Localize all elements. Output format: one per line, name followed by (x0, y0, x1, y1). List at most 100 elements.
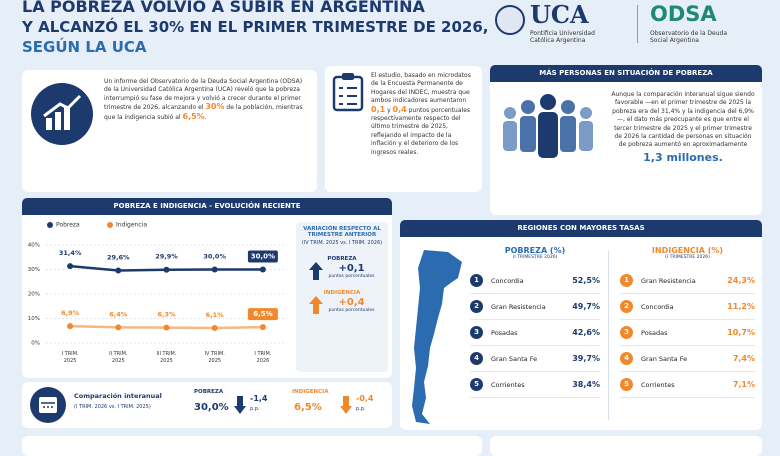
region-row: 3 Posadas 42,6% (470, 320, 600, 346)
point (211, 266, 218, 273)
region-value: 24,3% (727, 276, 755, 285)
rank: 3 (470, 326, 483, 339)
title-line: SEGÚN LA UCA (22, 38, 147, 56)
highlight: 1,3 millones. (643, 150, 723, 164)
rank: 2 (470, 300, 483, 313)
panel-header: REGIONES CON MAYORES TASAS (400, 220, 762, 237)
data-label: 31,4% (59, 249, 82, 257)
region-row: 3 Posadas 10,7% (620, 320, 755, 346)
people-icon (503, 94, 593, 158)
data-label: 6,3% (157, 311, 176, 319)
region-name: Posadas (641, 328, 668, 337)
rank: 4 (470, 352, 483, 365)
unit: puntos porcentuales (328, 274, 375, 279)
column-subtitle: (I TRIMESTRE 2026) (665, 255, 710, 260)
text: de la población, mientras que la indigen… (104, 104, 303, 121)
variation-row: +0,4 puntos porcentuales (296, 296, 388, 314)
x-tick-label: I TRIM. 2025 (62, 351, 79, 364)
text: Aunque la comparación interanual sigue s… (611, 91, 755, 149)
data-label: 6,9% (61, 309, 80, 317)
intro-icon (31, 83, 93, 145)
indigencia-column: INDIGENCIA (%) (I TRIMESTRE 2026) 1 Gran … (620, 246, 755, 398)
region-value: 7,1% (732, 380, 755, 389)
arrow-up (309, 262, 324, 280)
region-row: 4 Gran Santa Fe 39,7% (470, 346, 600, 372)
rank: 5 (470, 378, 483, 391)
highlight: 6,5% (182, 111, 205, 121)
data-label: 6,1% (206, 311, 225, 319)
x-tick-label: II TRIM. 2025 (109, 351, 128, 364)
text: y (385, 106, 393, 114)
label: INDIGENCIA (323, 290, 361, 296)
point (115, 267, 122, 274)
unit: p.p. (356, 406, 366, 412)
title-line: LA POBREZA VOLVIÓ A SUBIR EN ARGENTINA (22, 0, 425, 16)
data-label: 29,6% (107, 253, 130, 261)
region-value: 38,4% (572, 380, 600, 389)
variation-title: VARIACIÓN RESPECTO AL TRIMESTRE ANTERIOR (303, 226, 381, 238)
point (259, 266, 266, 273)
footer-card (22, 436, 482, 456)
interannual-card: Comparación interanual (I TRIM. 2026 vs.… (22, 382, 392, 428)
change: -1,4 (250, 394, 268, 403)
arrow-down (340, 396, 352, 414)
data-label: 30,0% (203, 253, 226, 261)
region-row: 2 Concordia 11,2% (620, 294, 755, 320)
region-value: 11,2% (727, 302, 755, 311)
text: Observatorio de la Deuda (650, 30, 728, 37)
region-name: Corrientes (491, 380, 525, 389)
change: -0,4 (356, 394, 374, 403)
region-row: 2 Gran Resistencia 49,7% (470, 294, 600, 320)
region-name: Posadas (491, 328, 518, 337)
interannual-subtitle: (I TRIM. 2026 vs. I TRIM. 2025) (74, 404, 151, 410)
x-tick-label: III TRIM. 2025 (157, 351, 177, 364)
y-tick-label: 20% (28, 292, 40, 298)
region-name: Gran Santa Fe (641, 354, 688, 363)
map (412, 250, 462, 424)
intro-card: Un informe del Observatorio de la Deuda … (22, 70, 317, 192)
region-name: Gran Resistencia (641, 276, 696, 285)
variation-subtitle: (IV TRIM. 2025 vs. I TRIM. 2026) (301, 240, 383, 246)
unit: puntos porcentuales (328, 308, 375, 313)
region-name: Concordia (491, 276, 524, 285)
region-value: 52,5% (572, 276, 600, 285)
data-label: 6,5% (253, 310, 272, 318)
y-tick-label: 40% (28, 243, 40, 249)
region-row: 5 Corrientes 7,1% (620, 372, 755, 398)
region-value: 42,6% (572, 328, 600, 337)
uca-sub: Pontificia Universidad Católica Argentina (530, 30, 595, 44)
data-label: 30,0% (251, 253, 275, 261)
point (259, 324, 266, 331)
calendar-icon (30, 387, 66, 423)
divider (637, 5, 638, 43)
x-tick-label: I TRIM. 2026 (254, 351, 271, 364)
header: LA POBREZA VOLVIÓ A SUBIR EN ARGENTINA Y… (22, 0, 489, 57)
data-label: 29,9% (155, 253, 178, 261)
variation-row: +0,1 puntos porcentuales (296, 262, 388, 280)
text: . (204, 113, 207, 121)
legend-swatch (107, 222, 113, 228)
region-value: 39,7% (572, 354, 600, 363)
odsa-logo: ODSA (650, 2, 717, 26)
chart-card: POBREZA E INDIGENCIA - EVOLUCIÓN RECIENT… (22, 198, 392, 378)
rank: 2 (620, 300, 633, 313)
variation-box: VARIACIÓN RESPECTO AL TRIMESTRE ANTERIOR… (296, 222, 388, 372)
people-card: MÁS PERSONAS EN SITUACIÓN DE POBREZA Aun… (490, 65, 762, 215)
legend-swatch (47, 222, 53, 228)
divider (608, 250, 609, 420)
value: +0,4 (338, 297, 365, 308)
text: Católica Argentina (530, 37, 586, 44)
column-title: INDIGENCIA (%) (651, 246, 724, 255)
region-row: 1 Concordia 52,5% (470, 268, 600, 294)
label: POBREZA (194, 389, 224, 395)
text: El estudio, basado en microdatos de la E… (371, 72, 471, 105)
region-value: 10,7% (727, 328, 755, 337)
region-row: 4 Gran Santa Fe 7,4% (620, 346, 755, 372)
point (163, 324, 170, 331)
text: Pontificia Universidad (530, 30, 595, 37)
panel-header: POBREZA E INDIGENCIA - EVOLUCIÓN RECIENT… (22, 198, 392, 215)
study-text: El estudio, basado en microdatos de la E… (371, 72, 477, 157)
data-label: 6,4% (109, 310, 128, 318)
arrow-down (234, 396, 246, 414)
value: +0,1 (338, 263, 365, 274)
